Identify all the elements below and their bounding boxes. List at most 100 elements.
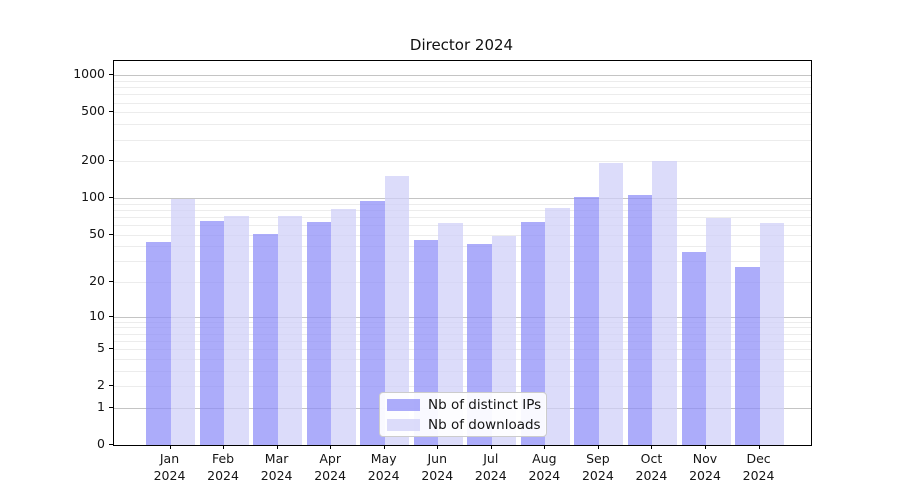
y-tick-mark — [109, 444, 113, 445]
x-tick-year: 2024 — [314, 468, 347, 483]
x-tick-label: Nov 2024 — [673, 450, 737, 484]
x-tick-year: 2024 — [689, 468, 721, 483]
x-tick-label: Jun 2024 — [405, 450, 469, 484]
y-tick-mark — [109, 315, 113, 317]
y-tick-label: 500 — [81, 103, 105, 119]
legend-item-distinct-ips: Nb of distinct IPs — [387, 397, 546, 413]
gridline-minor — [114, 94, 811, 96]
x-tick-mark — [651, 445, 653, 449]
y-tick-label: 1000 — [73, 66, 105, 82]
y-tick-mark — [109, 111, 113, 113]
x-tick-label: Feb 2024 — [191, 450, 255, 484]
y-tick-label: 20 — [89, 273, 105, 289]
gridline-minor — [114, 102, 811, 104]
y-tick-label: 200 — [81, 152, 105, 168]
x-tick-month: Nov — [692, 451, 718, 466]
bar-downloads — [759, 223, 785, 445]
x-tick-year: 2024 — [474, 468, 507, 483]
bar-downloads — [652, 161, 677, 445]
x-tick-mark — [597, 445, 599, 449]
y-tick-mark — [109, 406, 113, 408]
x-tick-year: 2024 — [367, 468, 400, 483]
gridline-minor — [114, 87, 811, 89]
gridline-minor — [114, 216, 811, 218]
gridline-minor — [114, 139, 811, 141]
legend-swatch-downloads — [387, 418, 420, 431]
y-tick-label: 2 — [97, 377, 105, 393]
x-tick-month: Oct — [640, 451, 663, 466]
x-tick-year: 2024 — [528, 468, 561, 483]
bar-distinct-ips — [735, 266, 760, 445]
y-tick-mark — [109, 160, 113, 162]
gridline-major — [114, 75, 811, 77]
plot-area — [113, 60, 812, 446]
chart-title: Director 2024 — [409, 36, 514, 54]
y-tick-mark — [109, 74, 113, 76]
y-tick-mark — [109, 348, 113, 350]
legend-label-distinct-ips: Nb of distinct IPs — [428, 396, 542, 413]
bar-distinct-ips — [146, 242, 171, 445]
x-tick-mark — [276, 445, 278, 449]
gridline-minor — [114, 112, 811, 114]
bar-distinct-ips — [253, 233, 278, 445]
x-tick-month: Dec — [746, 451, 771, 466]
x-tick-month: Feb — [211, 451, 235, 466]
x-tick-label: Oct 2024 — [619, 450, 683, 484]
x-tick-label: Mar 2024 — [245, 450, 309, 484]
gridline-minor — [114, 203, 811, 205]
gridline-minor — [114, 124, 811, 126]
x-tick-month: Aug — [532, 451, 557, 466]
x-tick-year: 2024 — [207, 468, 239, 483]
x-tick-year: 2024 — [153, 468, 186, 483]
x-tick-mark — [330, 445, 332, 449]
x-tick-month: Jun — [427, 451, 448, 466]
y-tick-mark — [109, 196, 113, 198]
legend: Nb of distinct IPs Nb of downloads — [379, 392, 547, 437]
y-tick-mark — [109, 281, 113, 283]
x-tick-label: Apr 2024 — [298, 450, 362, 484]
x-tick-label: Jan 2024 — [138, 450, 202, 484]
y-tick-label: 10 — [89, 307, 105, 323]
y-tick-label: 1 — [97, 398, 105, 414]
legend-label-downloads: Nb of downloads — [428, 416, 541, 433]
legend-item-downloads: Nb of downloads — [387, 417, 546, 433]
gridline-major — [114, 197, 811, 199]
x-tick-month: Jul — [483, 451, 499, 466]
bar-distinct-ips — [681, 251, 706, 445]
bar-distinct-ips — [627, 194, 653, 445]
x-tick-year: 2024 — [742, 468, 775, 483]
y-tick-label: 100 — [81, 188, 105, 204]
x-tick-year: 2024 — [635, 468, 668, 483]
x-tick-month: Apr — [319, 451, 341, 466]
x-tick-mark — [544, 445, 546, 449]
x-tick-label: May 2024 — [352, 450, 416, 484]
x-tick-mark — [383, 445, 385, 449]
x-tick-mark — [169, 445, 171, 449]
bar-downloads — [224, 216, 249, 445]
y-tick-label: 50 — [89, 225, 105, 241]
x-tick-mark — [437, 445, 439, 449]
x-tick-label: Aug 2024 — [512, 450, 576, 484]
bar-downloads — [277, 216, 303, 445]
x-tick-mark — [705, 445, 706, 449]
x-tick-year: 2024 — [421, 468, 454, 483]
bar-downloads — [545, 207, 570, 445]
bar-distinct-ips — [574, 196, 599, 445]
bar-distinct-ips — [199, 220, 225, 445]
x-tick-year: 2024 — [260, 468, 293, 483]
x-tick-month: Mar — [264, 451, 289, 466]
bar-downloads — [331, 209, 356, 445]
x-tick-month: May — [370, 451, 397, 466]
y-tick-mark — [109, 385, 113, 387]
x-tick-label: Dec 2024 — [727, 450, 791, 484]
x-tick-year: 2024 — [581, 468, 614, 483]
x-tick-mark — [490, 445, 492, 449]
bar-downloads — [170, 199, 195, 445]
x-tick-mark — [223, 445, 225, 449]
y-tick-mark — [109, 233, 113, 235]
x-tick-month: Jan — [159, 451, 180, 466]
y-tick-label: 5 — [97, 340, 105, 356]
x-tick-mark — [758, 445, 760, 449]
bar-downloads — [598, 163, 624, 445]
